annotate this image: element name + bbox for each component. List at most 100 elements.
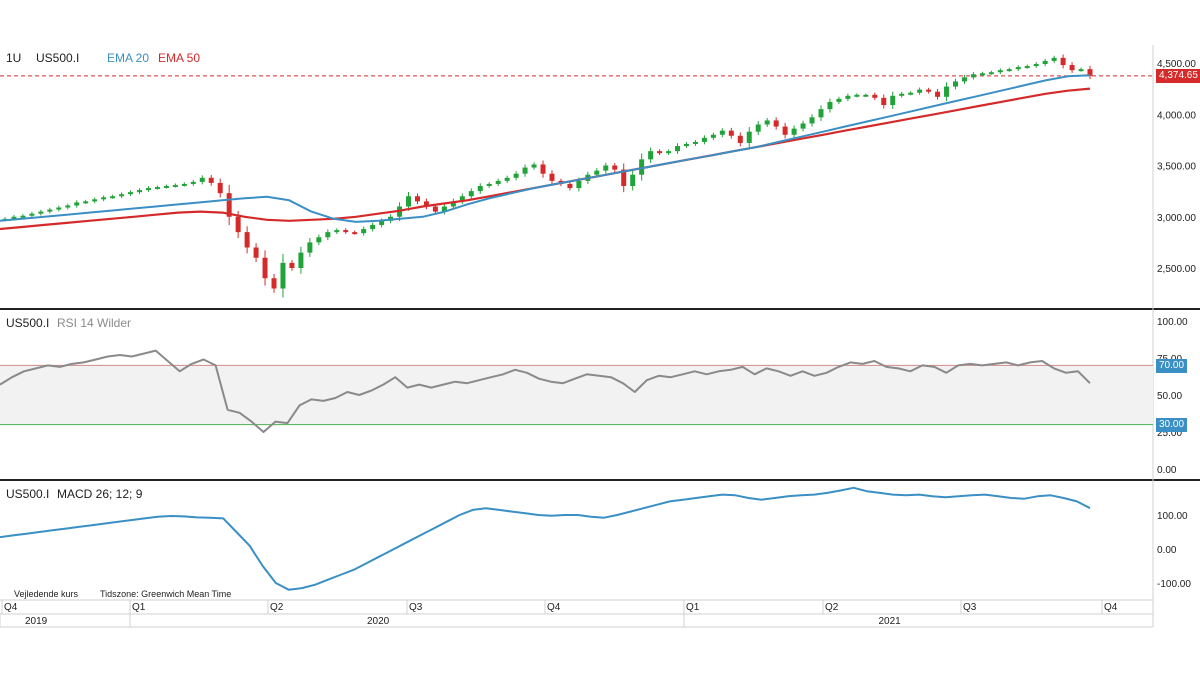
candle-body bbox=[567, 183, 573, 189]
macd-indicator-label: MACD 26; 12; 9 bbox=[57, 487, 143, 501]
candle-body bbox=[74, 202, 80, 206]
candle-body bbox=[370, 224, 376, 230]
macd-symbol-label: US500.I bbox=[6, 487, 50, 501]
candle-body bbox=[531, 164, 537, 168]
candle-body bbox=[406, 196, 412, 207]
candle-body bbox=[764, 120, 770, 125]
ema20-legend: EMA 20 bbox=[107, 51, 150, 65]
rsi-band bbox=[0, 365, 1153, 425]
candle-body bbox=[271, 278, 277, 289]
candle-body bbox=[450, 201, 456, 207]
candle-body bbox=[970, 74, 976, 78]
candle-body bbox=[908, 92, 914, 95]
candle-body bbox=[872, 94, 878, 98]
year-label: 2020 bbox=[367, 616, 390, 627]
price-tick-label: 2,500.00 bbox=[1157, 264, 1196, 275]
candle-body bbox=[298, 252, 304, 268]
candle-body bbox=[235, 216, 241, 233]
candle-body bbox=[11, 216, 17, 219]
candle-body bbox=[917, 89, 923, 93]
price-tick-label: 4,000.00 bbox=[1157, 110, 1196, 121]
ema50-legend: EMA 50 bbox=[158, 51, 201, 65]
candle-body bbox=[952, 81, 958, 87]
candle-body bbox=[262, 257, 268, 279]
ema20-line bbox=[0, 74, 1091, 223]
candle-body bbox=[1078, 69, 1084, 72]
macd-line bbox=[0, 486, 1091, 591]
candle-body bbox=[361, 229, 367, 234]
candle-body bbox=[47, 209, 53, 212]
candle-body bbox=[961, 77, 967, 82]
candle-body bbox=[648, 151, 654, 160]
candle-body bbox=[208, 177, 214, 183]
candle-body bbox=[65, 205, 71, 208]
candle-body bbox=[441, 206, 447, 212]
year-label: 2019 bbox=[25, 616, 48, 627]
candle-body bbox=[997, 70, 1003, 73]
candle-body bbox=[737, 135, 743, 143]
candle-body bbox=[307, 242, 313, 253]
candle-body bbox=[657, 151, 663, 154]
candle-body bbox=[926, 89, 932, 92]
candle-body bbox=[181, 183, 187, 186]
candle-body bbox=[477, 186, 483, 192]
candle-body bbox=[1024, 66, 1030, 69]
candle-body bbox=[612, 165, 618, 170]
candle-body bbox=[800, 123, 806, 129]
last-price-badge: 4,374.65 bbox=[1156, 69, 1200, 83]
rsi-symbol-label: US500.I bbox=[6, 316, 50, 330]
candle-body bbox=[414, 196, 420, 202]
candle-body bbox=[154, 187, 160, 190]
rsi-lower-badge: 30.00 bbox=[1156, 418, 1188, 432]
macd-tick-label: -100.00 bbox=[1157, 579, 1191, 590]
quarter-label: Q4 bbox=[547, 602, 561, 613]
candle-body bbox=[92, 199, 98, 202]
candle-body bbox=[621, 169, 627, 186]
candle-body bbox=[226, 193, 232, 217]
quarter-label: Q3 bbox=[409, 602, 423, 613]
price-tick-label: 3,500.00 bbox=[1157, 162, 1196, 173]
indicative-price-note: Vejledende kurs bbox=[14, 589, 79, 599]
candle-body bbox=[603, 165, 609, 171]
candle-body bbox=[101, 197, 107, 200]
candle-body bbox=[495, 180, 501, 184]
candle-body bbox=[988, 72, 994, 75]
candle-body bbox=[289, 262, 295, 268]
price-tick-label: 3,000.00 bbox=[1157, 213, 1196, 224]
price-tick-label: 4,500.00 bbox=[1157, 59, 1196, 70]
candle-body bbox=[692, 141, 698, 144]
candle-body bbox=[899, 93, 905, 96]
candle-body bbox=[172, 184, 178, 187]
candle-body bbox=[468, 191, 474, 197]
candle-body bbox=[1060, 57, 1066, 66]
candle-body bbox=[432, 206, 438, 212]
candle-body bbox=[128, 192, 134, 195]
candle-body bbox=[710, 134, 716, 138]
candle-body bbox=[863, 94, 869, 97]
timezone-note: Tidszone: Greenwich Mean Time bbox=[100, 589, 232, 599]
year-label: 2021 bbox=[879, 616, 902, 627]
candle-body bbox=[683, 143, 689, 147]
candle-body bbox=[1033, 64, 1039, 67]
candle-body bbox=[163, 186, 169, 188]
candle-body bbox=[540, 164, 546, 174]
candle-body bbox=[1015, 67, 1021, 70]
candle-body bbox=[38, 211, 44, 214]
candle-body bbox=[316, 237, 322, 243]
candle-body bbox=[522, 167, 528, 174]
candle-body bbox=[119, 194, 125, 197]
candle-body bbox=[379, 220, 385, 225]
candle-body bbox=[190, 181, 196, 184]
candle-body bbox=[809, 117, 815, 124]
candle-body bbox=[549, 173, 555, 181]
quarter-label: Q2 bbox=[825, 602, 839, 613]
candle-body bbox=[728, 130, 734, 136]
candle-body bbox=[56, 207, 62, 210]
candle-body bbox=[818, 109, 824, 118]
candle-body bbox=[979, 73, 985, 76]
candle-body bbox=[845, 95, 851, 99]
rsi-tick-label: 0.00 bbox=[1157, 465, 1177, 476]
candle-body bbox=[244, 232, 250, 248]
ema50-line bbox=[0, 87, 1091, 231]
